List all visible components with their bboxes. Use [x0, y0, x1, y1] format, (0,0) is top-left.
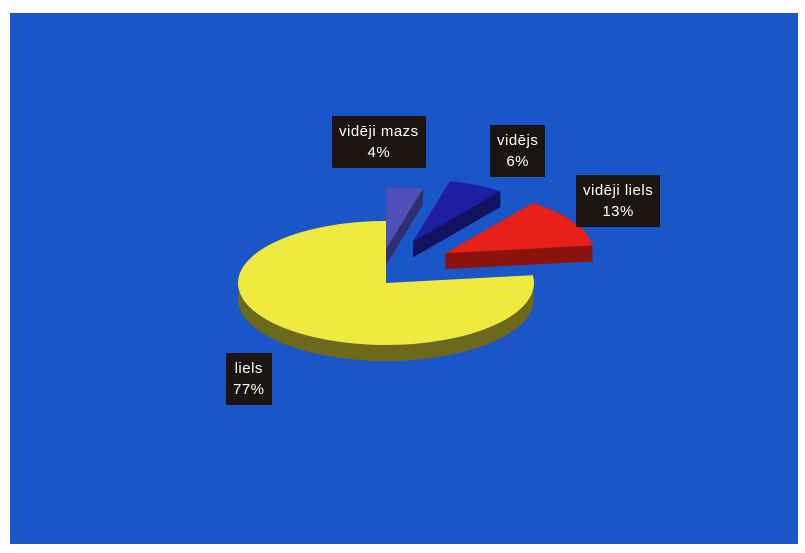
- label-videji-mazs-name: vidēji mazs: [339, 123, 419, 140]
- chart-area: vidēji mazs 4% vidējs 6% vidēji liels 13…: [10, 13, 798, 544]
- pie-slice-videji-mazs: [386, 187, 423, 265]
- pie-slice-videjs: [413, 181, 501, 258]
- pie-slice-top-liels: [237, 221, 534, 345]
- pie-slice-top-videjs: [413, 181, 501, 242]
- label-liels-percent: 77%: [233, 381, 265, 398]
- label-liels-name: liels: [234, 360, 263, 377]
- label-videji-mazs: vidēji mazs 4%: [332, 116, 426, 168]
- label-videji-liels: vidēji liels 13%: [576, 175, 661, 227]
- label-videji-mazs-percent: 4%: [367, 144, 391, 161]
- pie-slice-top-videji-mazs: [386, 187, 423, 249]
- pie-chart: [237, 181, 593, 362]
- label-videjs-name: vidējs: [497, 132, 539, 149]
- pie-slice-videji-liels: [445, 203, 593, 270]
- pie-slice-top-videji-liels: [445, 203, 593, 254]
- label-videji-liels-percent: 13%: [602, 203, 634, 220]
- label-liels: liels 77%: [226, 353, 272, 405]
- label-videjs: vidējs 6%: [490, 125, 546, 177]
- label-videjs-percent: 6%: [506, 153, 530, 170]
- pie-slice-liels: [237, 221, 534, 362]
- label-videji-liels-name: vidēji liels: [583, 182, 654, 199]
